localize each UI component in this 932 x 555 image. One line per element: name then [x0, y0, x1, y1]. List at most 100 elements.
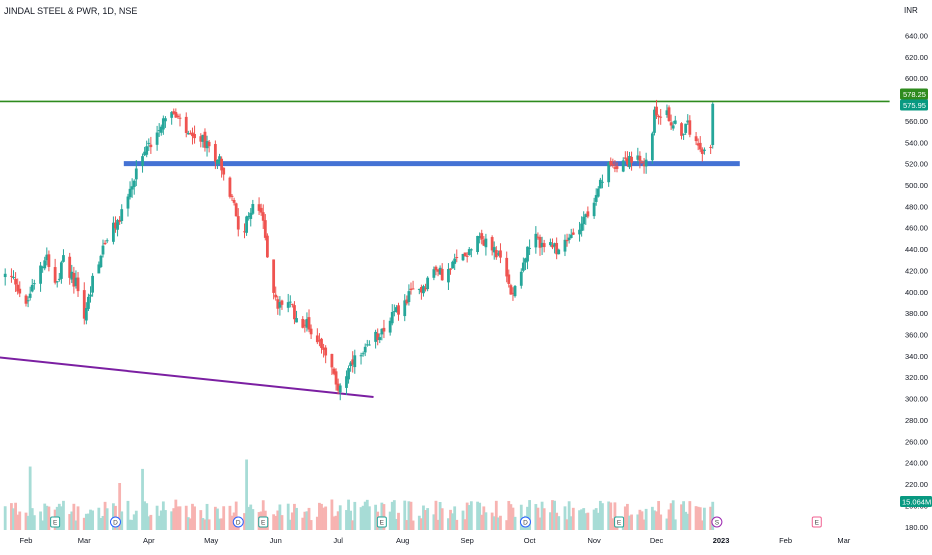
candle-body [315, 335, 319, 343]
candle-body [134, 168, 138, 180]
volume-bar [205, 503, 209, 530]
volume-bar [126, 500, 130, 530]
candle-body [419, 287, 423, 293]
volume-bar [293, 503, 296, 530]
candle-body [507, 274, 511, 284]
time-tick-label: Mar [837, 536, 850, 545]
candle-body [424, 287, 427, 290]
candle-body [609, 161, 613, 166]
volume-bar [120, 511, 124, 530]
volume-bar [288, 519, 292, 530]
candle-body [538, 236, 542, 248]
event-label: D [236, 520, 241, 527]
price-tick-label: 380.00 [905, 309, 928, 318]
candle-body [74, 277, 78, 286]
volume-bar [469, 501, 473, 530]
candle-body [203, 131, 207, 148]
candle-body [380, 328, 384, 335]
candle-body [397, 305, 400, 315]
volume-bar [318, 502, 321, 530]
event-marker[interactable]: S [711, 516, 723, 528]
candle-body [626, 158, 629, 165]
candle-body [524, 258, 527, 263]
volume-bar [698, 507, 702, 530]
candle-body [232, 200, 236, 203]
volume-bar [230, 515, 234, 530]
candle-body [103, 242, 107, 245]
candle-body [476, 235, 479, 253]
event-marker[interactable]: E [258, 516, 269, 528]
candle-body [301, 318, 305, 328]
dividend-icon [109, 516, 121, 528]
candle-body [16, 284, 20, 292]
candle-body [216, 160, 219, 164]
candle-body [494, 250, 498, 258]
event-marker[interactable]: D [232, 516, 244, 528]
candle-body [509, 285, 513, 295]
event-marker[interactable]: E [50, 516, 61, 528]
candle-body [172, 111, 176, 114]
volume-bar [397, 512, 400, 530]
event-marker[interactable]: D [109, 516, 121, 528]
candle-body [596, 188, 600, 197]
candle-body [426, 277, 430, 290]
split-icon [711, 516, 723, 528]
candle-body [411, 288, 415, 290]
price-tick-label: 440.00 [905, 245, 928, 254]
candle-body [505, 257, 509, 277]
candle-body [353, 355, 357, 368]
price-tick-label: 560.00 [905, 117, 928, 126]
volume-bar [132, 514, 136, 530]
event-marker[interactable]: E [614, 516, 625, 528]
time-axis: Feb Mar Apr May Jun Jul Aug Sep Oct Nov Dec 2023 Feb… [20, 536, 851, 545]
volume-bar [592, 509, 596, 530]
volume-bar [630, 514, 633, 530]
volume-bar [218, 518, 221, 530]
volume-bar [507, 500, 511, 530]
volume-bar [623, 506, 627, 530]
volume-bar [157, 515, 161, 530]
candle-body [490, 237, 494, 251]
candle-body [461, 253, 465, 261]
volume-bar [330, 499, 334, 530]
event-label: E [53, 520, 58, 527]
candle-body [409, 288, 413, 291]
candle-body [598, 179, 602, 189]
candle-body [199, 136, 203, 142]
event-label: E [380, 520, 385, 527]
volume-bar [324, 506, 328, 530]
volume-bar [147, 516, 151, 530]
volume-bar [596, 512, 600, 530]
candle-body [453, 258, 457, 264]
event-marker[interactable]: D [519, 516, 531, 528]
candle-body [201, 134, 205, 142]
volume-bar [145, 503, 149, 530]
event-marker[interactable]: E [376, 516, 387, 528]
candle-body [447, 269, 450, 283]
volume-bar [494, 500, 498, 530]
candle-body [188, 133, 192, 135]
candle-body [580, 223, 584, 231]
volume-bar [682, 501, 685, 530]
volume-bar [24, 512, 28, 530]
event-marker[interactable]: E [811, 516, 822, 528]
candle-body [351, 359, 355, 365]
candle-body [161, 118, 165, 130]
candle-body [438, 267, 442, 275]
volume-bar [251, 509, 255, 530]
candle-body [236, 216, 240, 230]
volume-bar [409, 501, 413, 530]
candle-body [451, 261, 455, 269]
volume-bar [411, 520, 415, 530]
volume-bar [176, 506, 180, 530]
volume-bar [201, 518, 205, 530]
candle-body [155, 132, 159, 145]
candle-body [114, 222, 117, 229]
volume-bar [424, 510, 427, 530]
volume-bar [669, 503, 673, 530]
trend-line [0, 356, 374, 398]
candle-body [10, 275, 13, 277]
candle-body [432, 269, 436, 278]
